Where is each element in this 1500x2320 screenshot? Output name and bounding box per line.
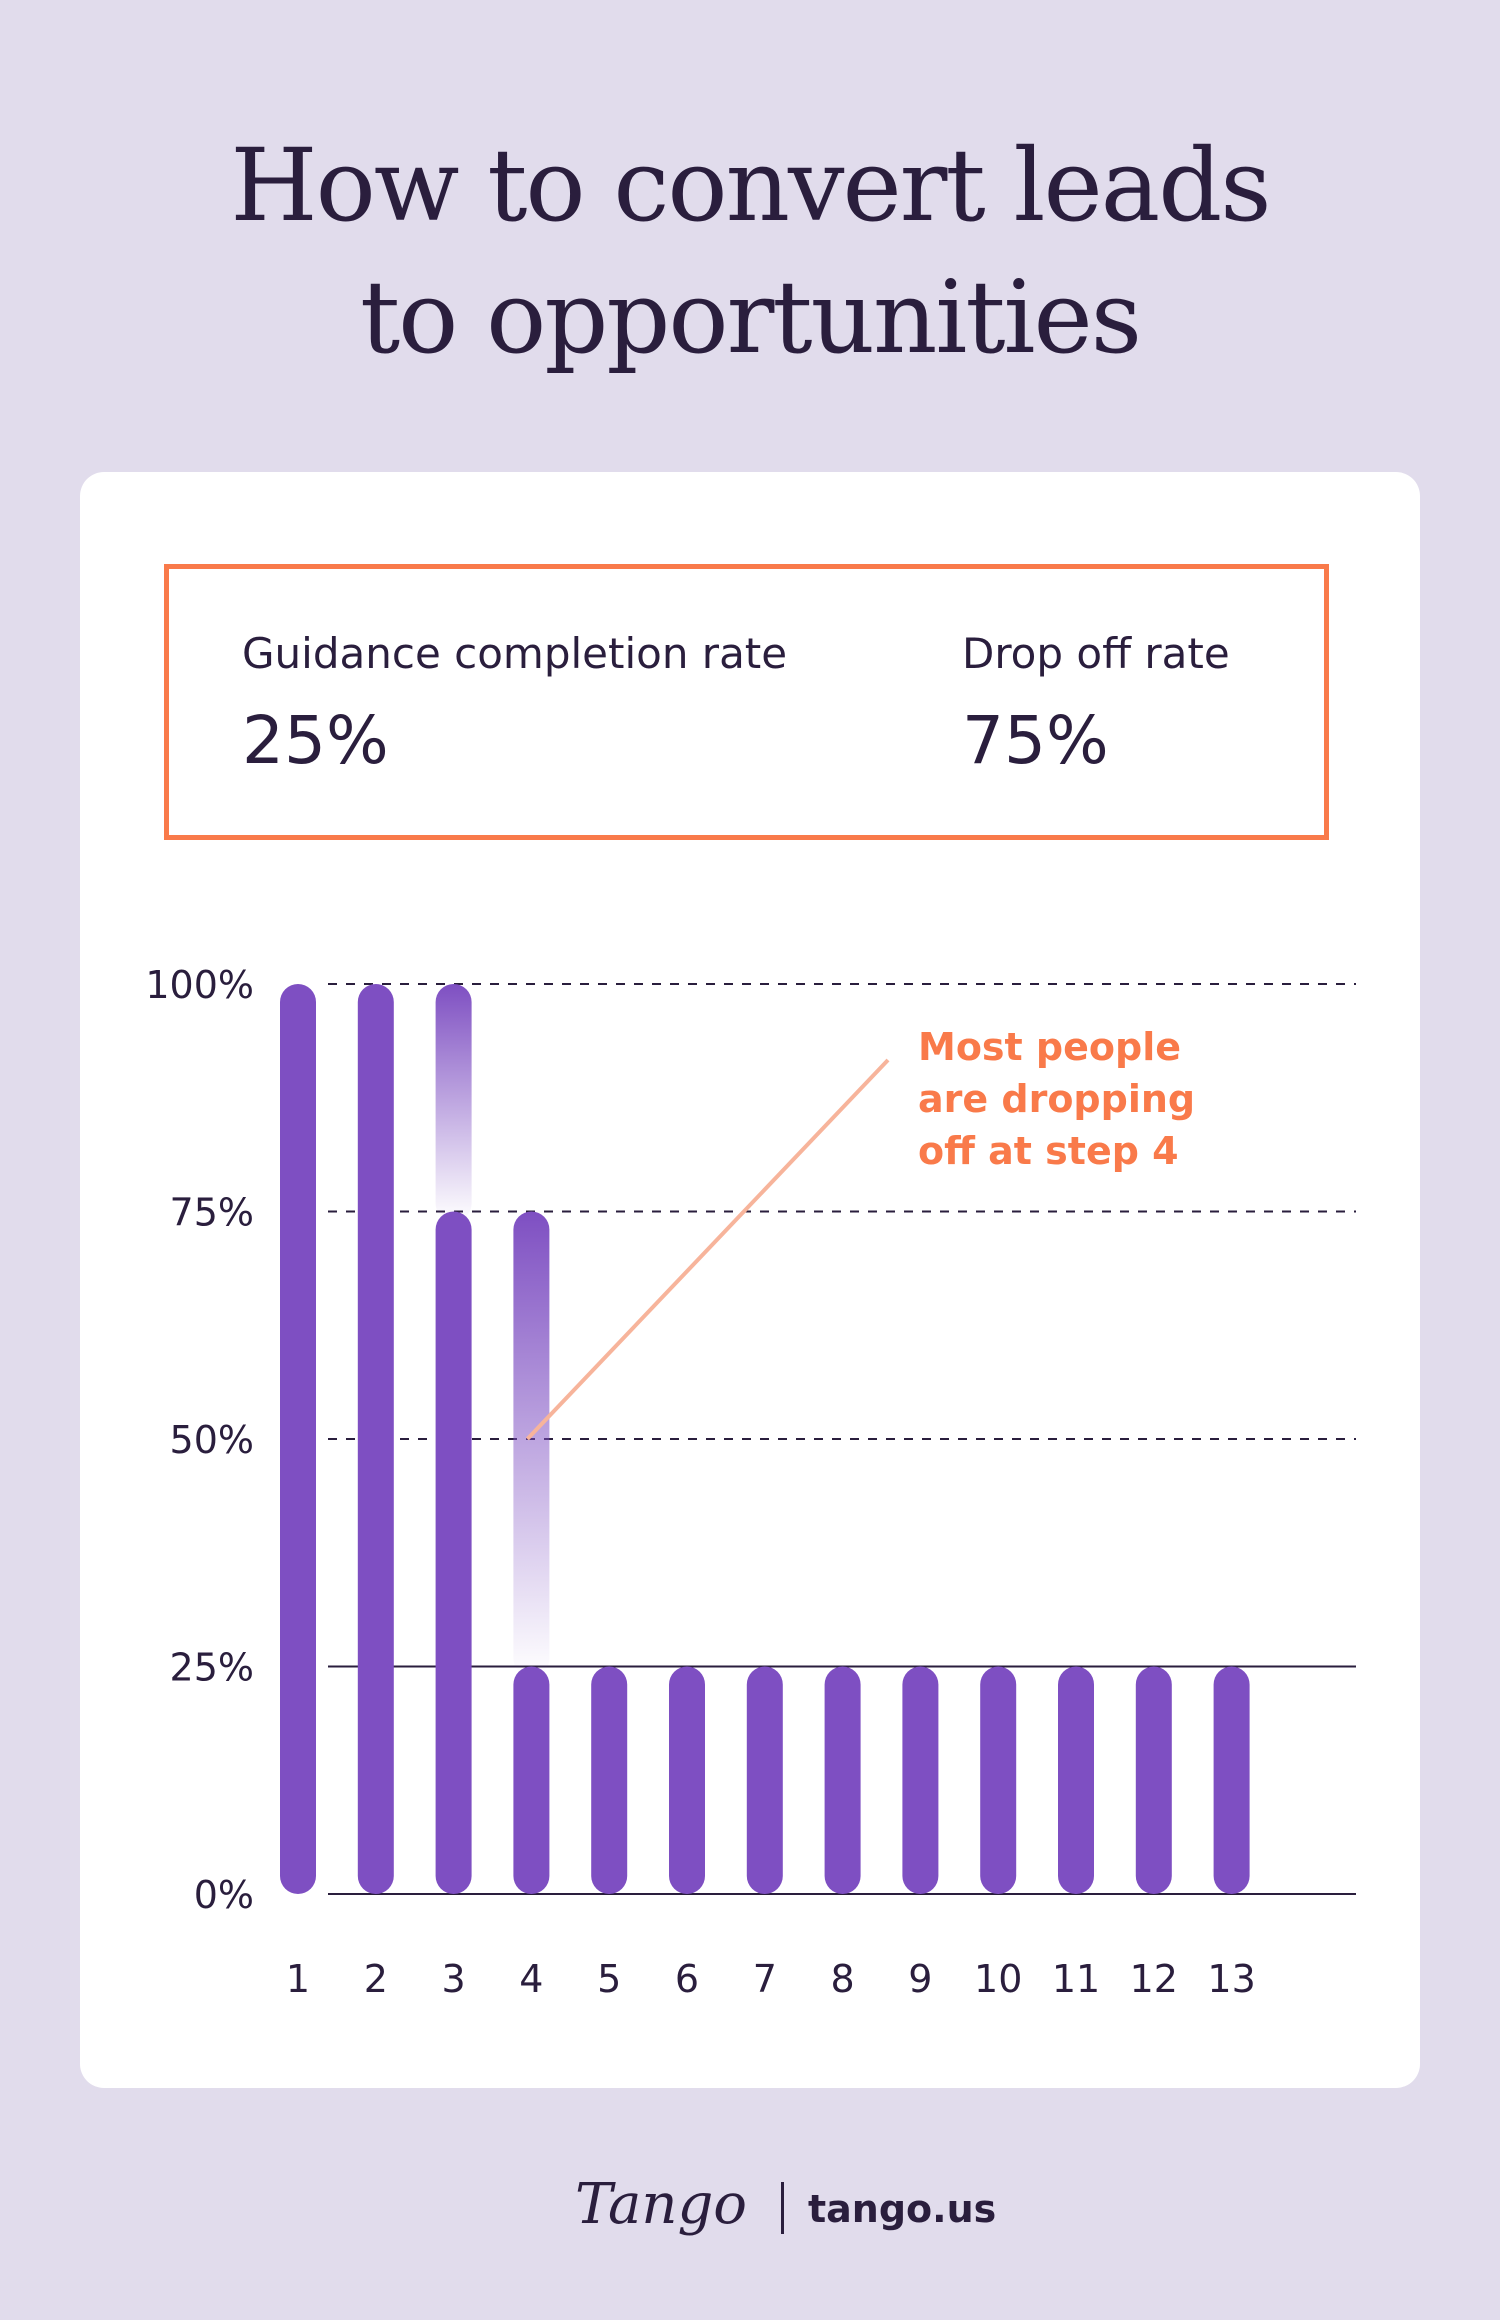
x-tick-label: 9 (908, 1957, 932, 2001)
x-tick-label: 6 (675, 1957, 699, 2001)
annotation-text-line: off at step 4 (918, 1129, 1179, 1173)
y-tick-label: 50% (170, 1418, 254, 1462)
completion-value: 25% (242, 702, 389, 779)
dropoff-fade-3 (435, 984, 472, 1222)
annotation-leader-line (525, 1058, 890, 1441)
x-tick-label: 11 (1052, 1957, 1100, 2001)
footer-site-link[interactable]: tango.us (808, 2187, 997, 2231)
x-tick-label: 3 (442, 1957, 466, 2001)
footer-divider (781, 2182, 784, 2234)
dropoff-fade-4 (513, 1211, 550, 1677)
completion-stat: Guidance completion rate 25% (242, 629, 787, 781)
completion-label: Guidance completion rate (242, 629, 788, 678)
bar-11 (1058, 1666, 1094, 1894)
bar-9 (902, 1666, 939, 1894)
x-tick-label: 12 (1130, 1957, 1178, 2001)
y-tick-label: 100% (145, 963, 254, 1007)
bar-7 (746, 1666, 783, 1894)
y-tick-label: 25% (170, 1646, 254, 1690)
page-title: How to convert leads to opportunities (0, 120, 1500, 384)
bar-5 (591, 1666, 628, 1894)
x-tick-label: 4 (519, 1957, 543, 2001)
dropoff-label: Drop off rate (962, 629, 1230, 678)
annotation-text-line: Most people (918, 1025, 1181, 1069)
x-tick-label: 8 (831, 1957, 855, 2001)
x-tick-label: 5 (597, 1957, 621, 2001)
title-line-1: How to convert leads (230, 127, 1271, 244)
annotation-text-line: are dropping (918, 1077, 1195, 1121)
bar-1 (280, 984, 316, 1894)
bar-2 (357, 984, 394, 1894)
x-tick-label: 10 (974, 1957, 1022, 2001)
x-tick-label: 13 (1207, 1957, 1255, 2001)
footer: Tango tango.us (0, 2170, 1500, 2250)
bar-3 (435, 1211, 472, 1894)
y-tick-label: 0% (194, 1873, 254, 1917)
bar-12 (1135, 1666, 1172, 1894)
bar-6 (669, 1666, 705, 1894)
dropoff-stat: Drop off rate 75% (962, 629, 1230, 781)
stats-box: Guidance completion rate 25% Drop off ra… (164, 564, 1329, 840)
title-line-2: to opportunities (359, 259, 1142, 376)
bar-8 (824, 1666, 861, 1894)
bar-13 (1213, 1666, 1250, 1894)
x-tick-label: 1 (286, 1957, 310, 2001)
x-tick-label: 2 (364, 1957, 388, 2001)
y-tick-label: 75% (170, 1191, 254, 1235)
bar-4 (513, 1666, 550, 1894)
chart-card: Guidance completion rate 25% Drop off ra… (80, 472, 1420, 2088)
dropoff-value: 75% (962, 702, 1109, 779)
bar-10 (980, 1666, 1017, 1894)
tango-logo: Tango (575, 2172, 748, 2237)
x-tick-label: 7 (753, 1957, 777, 2001)
